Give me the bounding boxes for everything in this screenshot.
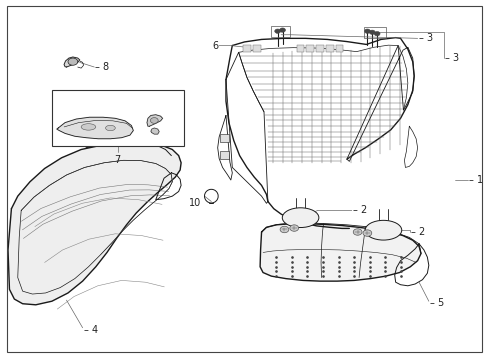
Polygon shape bbox=[147, 115, 162, 126]
Circle shape bbox=[352, 229, 361, 235]
Bar bbox=[271, 26, 289, 37]
Bar bbox=[52, 90, 183, 146]
Text: – 3: – 3 bbox=[418, 33, 432, 43]
Bar bbox=[243, 45, 250, 51]
Polygon shape bbox=[64, 57, 80, 67]
Bar bbox=[296, 45, 304, 51]
Ellipse shape bbox=[282, 208, 318, 228]
Polygon shape bbox=[151, 128, 159, 134]
Text: – 1: – 1 bbox=[468, 175, 482, 185]
Bar bbox=[325, 45, 333, 51]
Bar bbox=[220, 134, 228, 142]
Circle shape bbox=[289, 225, 298, 231]
Ellipse shape bbox=[81, 124, 96, 130]
Circle shape bbox=[362, 230, 371, 236]
Ellipse shape bbox=[365, 220, 401, 240]
Circle shape bbox=[68, 58, 78, 65]
Bar bbox=[252, 45, 260, 51]
Polygon shape bbox=[260, 224, 420, 281]
Text: – 4: – 4 bbox=[83, 325, 98, 335]
Circle shape bbox=[150, 118, 158, 123]
Circle shape bbox=[373, 32, 379, 36]
Polygon shape bbox=[57, 117, 133, 139]
Bar bbox=[220, 151, 228, 159]
Text: – 2: – 2 bbox=[410, 227, 425, 237]
Text: 6: 6 bbox=[212, 41, 218, 50]
Text: – 3: – 3 bbox=[445, 53, 459, 63]
Circle shape bbox=[279, 28, 285, 32]
Text: – 5: – 5 bbox=[429, 298, 443, 309]
Bar bbox=[306, 45, 314, 51]
Circle shape bbox=[368, 30, 374, 35]
Text: – 2: – 2 bbox=[352, 206, 366, 216]
Bar bbox=[335, 45, 343, 51]
Bar bbox=[363, 27, 385, 39]
Circle shape bbox=[274, 29, 280, 33]
Circle shape bbox=[280, 226, 288, 233]
Text: 10: 10 bbox=[189, 198, 201, 208]
Bar bbox=[316, 45, 324, 51]
Circle shape bbox=[364, 29, 369, 33]
Polygon shape bbox=[8, 142, 181, 305]
Text: – 8: – 8 bbox=[95, 62, 109, 72]
Text: 9: 9 bbox=[171, 100, 177, 110]
Ellipse shape bbox=[105, 125, 115, 131]
Text: 7: 7 bbox=[114, 155, 121, 165]
